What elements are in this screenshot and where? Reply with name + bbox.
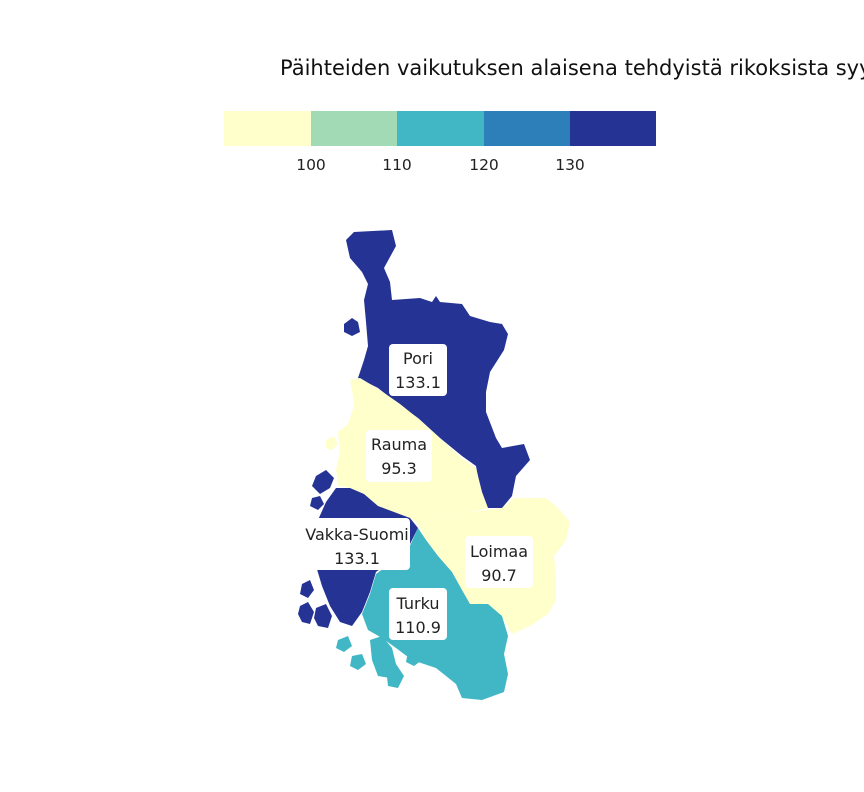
- region-vakka-island-5: [314, 604, 332, 628]
- label-value-loimaa: 90.7: [481, 566, 517, 585]
- label-turku: Turku 110.9: [389, 588, 447, 640]
- region-vakka-island-4: [298, 602, 314, 624]
- label-name-rauma: Rauma: [371, 435, 427, 454]
- legend-tick-120: 120: [469, 156, 499, 174]
- region-rauma-island-1: [326, 436, 338, 450]
- label-box-rauma: [366, 430, 432, 482]
- label-box-pori: [389, 344, 447, 396]
- region-turku-island-5: [406, 650, 422, 666]
- label-name-turku: Turku: [396, 594, 440, 613]
- legend-swatch-1: [311, 111, 397, 146]
- label-pori: Pori 133.1: [389, 344, 447, 396]
- label-value-vakka-suomi: 133.1: [334, 549, 380, 568]
- region-vakka-island-1: [312, 470, 334, 494]
- legend-tick-130: 130: [555, 156, 585, 174]
- label-rauma: Rauma 95.3: [366, 430, 432, 482]
- label-vakka-suomi: Vakka-Suomi 133.1: [304, 518, 410, 570]
- region-turku-island-4: [386, 664, 404, 688]
- legend-swatch-0: [224, 111, 311, 146]
- label-name-loimaa: Loimaa: [470, 542, 528, 561]
- legend-swatch-3: [484, 111, 570, 146]
- map-labels: Pori 133.1 Rauma 95.3 Vakka-Suomi 133.1 …: [304, 344, 533, 640]
- region-vakka-island-2: [310, 496, 324, 510]
- label-loimaa: Loimaa 90.7: [465, 536, 533, 588]
- region-turku-island-3: [350, 654, 366, 670]
- legend-swatch-2: [397, 111, 484, 146]
- label-value-pori: 133.1: [395, 373, 441, 392]
- label-value-rauma: 95.3: [381, 459, 417, 478]
- label-box-turku: [389, 588, 447, 640]
- legend-tick-100: 100: [296, 156, 326, 174]
- region-turku-island-2: [336, 636, 352, 652]
- legend-swatch-4: [570, 111, 656, 146]
- legend: 100 110 120 130: [224, 111, 656, 174]
- label-name-vakka-suomi: Vakka-Suomi: [305, 525, 408, 544]
- label-box-vakka-suomi: [304, 518, 410, 570]
- label-value-turku: 110.9: [395, 618, 441, 637]
- label-box-loimaa: [465, 536, 533, 588]
- map-title: Päihteiden vaikutuksen alaisena tehdyist…: [280, 56, 864, 80]
- label-name-pori: Pori: [403, 349, 433, 368]
- region-pori-island-1: [344, 318, 360, 336]
- legend-tick-110: 110: [382, 156, 412, 174]
- region-vakka-island-3: [300, 580, 314, 598]
